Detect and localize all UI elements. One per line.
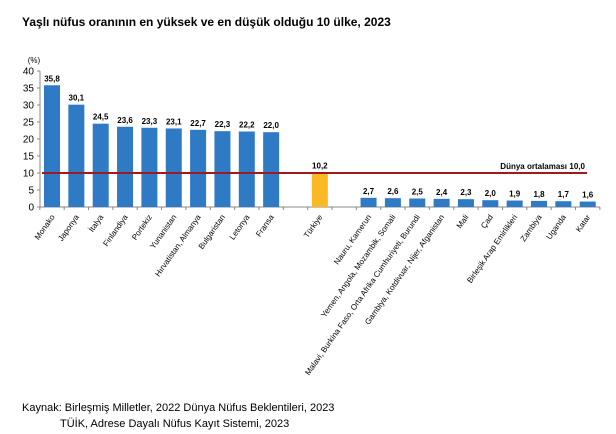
y-tick-label: 25 xyxy=(23,118,35,129)
bar-11 xyxy=(360,197,377,207)
x-tick-label: Monako xyxy=(33,213,57,242)
data-label: 24,5 xyxy=(93,113,109,122)
x-tick-label: Türkiye xyxy=(302,213,325,240)
bar-17 xyxy=(506,200,523,207)
data-label: 2,0 xyxy=(485,189,497,198)
data-label: 23,6 xyxy=(117,116,133,125)
x-tick-label: Katar xyxy=(574,213,593,234)
bar-10 xyxy=(311,172,328,207)
data-label: 22,2 xyxy=(239,121,255,130)
bar-5 xyxy=(165,128,182,207)
x-tick-label: İtalya xyxy=(87,213,106,234)
data-label: 22,7 xyxy=(190,119,206,128)
bar-20 xyxy=(579,201,596,207)
x-tick-label: Uganda xyxy=(545,213,569,242)
y-tick-label: 30 xyxy=(23,101,35,112)
y-tick-label: 35 xyxy=(23,84,35,95)
y-tick-label: 5 xyxy=(28,186,34,197)
data-label: 23,1 xyxy=(166,117,182,126)
data-label: 30,1 xyxy=(69,94,85,103)
bar-19 xyxy=(555,201,572,207)
data-label: 1,6 xyxy=(582,191,594,200)
data-label: 2,3 xyxy=(460,188,472,197)
bar-2 xyxy=(92,123,109,207)
data-label: 1,7 xyxy=(558,190,570,199)
x-tick-label: Fransa xyxy=(254,213,276,239)
bar-3 xyxy=(117,126,134,207)
data-label: 2,7 xyxy=(363,187,375,196)
y-tick-label: 15 xyxy=(23,152,35,163)
source-line-1: Kaynak: Birleşmiş Milletler, 2022 Dünya … xyxy=(22,402,335,414)
x-tick-label: Mali xyxy=(455,213,471,230)
bar-13 xyxy=(409,198,426,207)
bar-chart: (%) 0 5 10 15 20 25 30 35 40 35,8 Monako 30,1 Japonya… xyxy=(23,56,601,377)
x-tick-label: Letonya xyxy=(228,213,252,242)
y-tick-label: 10 xyxy=(23,169,35,180)
y-tick-label: 0 xyxy=(28,203,34,214)
bar-1 xyxy=(68,104,85,207)
x-tick-label: Malavi, Burkina Faso, Orta Afrika Cumhur… xyxy=(303,213,422,377)
bar-6 xyxy=(190,129,207,207)
data-label: 2,4 xyxy=(436,188,448,197)
x-tick-label: Hırvatistan, Almanya xyxy=(153,213,203,279)
x-tick-label: Çad xyxy=(479,213,495,230)
y-tick-label: 20 xyxy=(23,135,35,146)
bar-0 xyxy=(44,85,60,207)
data-label: 1,8 xyxy=(533,190,545,199)
x-tick-label: Birleşik Arap Emirlikleri xyxy=(465,213,519,285)
bar-16 xyxy=(482,200,499,207)
data-label: 2,5 xyxy=(412,188,424,197)
bar-12 xyxy=(384,198,401,207)
bar-15 xyxy=(457,199,474,207)
bar-14 xyxy=(433,198,450,207)
x-tick-label: Japonya xyxy=(56,213,81,243)
data-label: 2,6 xyxy=(387,187,399,196)
chart-title: Yaşlı nüfus oranının en yüksek ve en düş… xyxy=(22,15,391,29)
y-axis-label: (%) xyxy=(28,56,41,65)
y-tick-label: 40 xyxy=(23,67,35,78)
data-label: 10,2 xyxy=(312,161,328,170)
x-tick-label: Finlandiya xyxy=(101,213,130,248)
data-label: 1,9 xyxy=(509,190,521,199)
bar-9 xyxy=(263,132,280,207)
data-label: 23,3 xyxy=(142,117,158,126)
bar-18 xyxy=(531,200,547,207)
x-tick-label: Zambiya xyxy=(519,213,544,244)
data-label: 35,8 xyxy=(44,74,60,83)
bar-8 xyxy=(238,131,255,207)
data-label: 22,3 xyxy=(215,120,231,129)
bar-7 xyxy=(214,131,231,207)
bar-4 xyxy=(141,127,158,207)
source-line-2: TÜİK, Adrese Dayalı Nüfus Kayıt Sistemi,… xyxy=(60,418,290,430)
x-tick-label: Portekiz xyxy=(130,213,154,242)
reference-line-label: Dünya ortalaması xyxy=(500,162,567,171)
reference-line-value: 10,0 xyxy=(569,162,585,171)
data-label: 22,0 xyxy=(263,121,279,130)
